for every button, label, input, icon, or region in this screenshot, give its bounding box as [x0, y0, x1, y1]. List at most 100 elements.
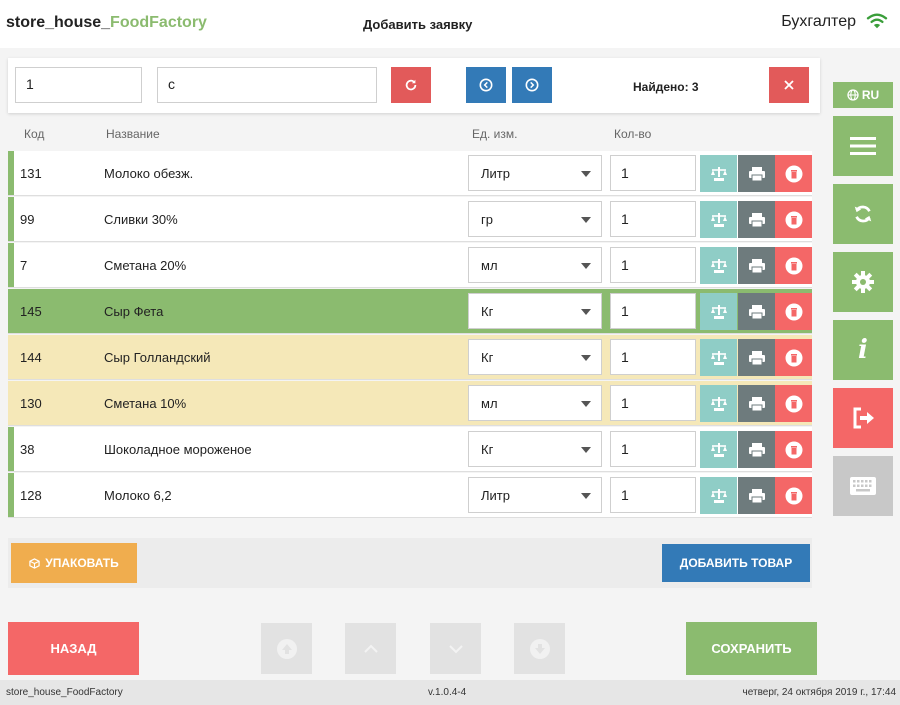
brand-part1: store_house_: [6, 14, 111, 31]
reset-search-button[interactable]: [391, 67, 431, 103]
printer-icon: [748, 396, 765, 411]
search-bar: 1 с Найдено: 3: [8, 58, 820, 113]
chevron-down-icon: [448, 644, 463, 653]
unit-value: Литр: [481, 488, 510, 503]
unit-select[interactable]: мл: [468, 247, 602, 283]
weigh-button[interactable]: [700, 293, 737, 330]
save-button[interactable]: СОХРАНИТЬ: [686, 622, 817, 675]
delete-button[interactable]: [775, 201, 812, 238]
status-datetime: четверг, 24 октября 2019 г., 17:44: [742, 687, 896, 698]
back-button[interactable]: НАЗАД: [8, 622, 139, 675]
unit-select[interactable]: Кг: [468, 293, 602, 329]
sync-button[interactable]: [833, 184, 893, 244]
unit-select[interactable]: гр: [468, 201, 602, 237]
weigh-button[interactable]: [700, 201, 737, 238]
row-code: 131: [20, 166, 42, 181]
pack-button[interactable]: УПАКОВАТЬ: [11, 543, 137, 583]
weigh-button[interactable]: [700, 247, 737, 284]
unit-value: мл: [481, 258, 498, 273]
quantity-input[interactable]: 1: [610, 477, 696, 513]
quantity-input[interactable]: 1: [610, 247, 696, 283]
quantity-input[interactable]: 1: [610, 385, 696, 421]
delete-button[interactable]: [775, 385, 812, 422]
quantity-input[interactable]: 1: [610, 431, 696, 467]
logout-button[interactable]: [833, 388, 893, 448]
print-button[interactable]: [738, 247, 775, 284]
language-button[interactable]: RU: [833, 82, 893, 108]
table-row[interactable]: 99 Сливки 30% гр 1: [8, 197, 812, 242]
row-name: Молоко обезж.: [104, 166, 194, 181]
delete-button[interactable]: [775, 477, 812, 514]
quantity-input[interactable]: 1: [610, 293, 696, 329]
scroll-down-button[interactable]: [430, 623, 481, 674]
menu-button[interactable]: [833, 116, 893, 176]
status-app-name: store_house_FoodFactory: [6, 687, 123, 698]
add-product-button[interactable]: ДОБАВИТЬ ТОВАР: [662, 544, 810, 582]
delete-button[interactable]: [775, 247, 812, 284]
unit-select[interactable]: Литр: [468, 155, 602, 191]
settings-button[interactable]: [833, 252, 893, 312]
keyboard-button[interactable]: [833, 456, 893, 516]
print-button[interactable]: [738, 431, 775, 468]
unit-select[interactable]: мл: [468, 385, 602, 421]
table-row[interactable]: 128 Молоко 6,2 Литр 1: [8, 473, 812, 518]
name-search-input[interactable]: с: [157, 67, 377, 103]
user-name[interactable]: Бухгалтер: [781, 13, 856, 30]
print-button[interactable]: [738, 155, 775, 192]
prev-result-button[interactable]: [466, 67, 506, 103]
table-row[interactable]: 130 Сметана 10% мл 1: [8, 381, 812, 426]
scroll-up-button[interactable]: [345, 623, 396, 674]
trash-icon: [785, 303, 802, 320]
row-marker: [8, 473, 14, 517]
circle-arrow-up-icon: [276, 638, 297, 659]
quantity-input[interactable]: 1: [610, 201, 696, 237]
print-button[interactable]: [738, 339, 775, 376]
weigh-button[interactable]: [700, 431, 737, 468]
row-marker: [8, 243, 14, 287]
print-button[interactable]: [738, 477, 775, 514]
caret-down-icon: [581, 447, 591, 453]
row-code: 145: [20, 304, 42, 319]
scale-icon: [710, 212, 727, 227]
next-result-button[interactable]: [512, 67, 552, 103]
gear-icon: [852, 271, 874, 293]
code-search-input[interactable]: 1: [15, 67, 142, 103]
weigh-button[interactable]: [700, 385, 737, 422]
scroll-last-button[interactable]: [514, 623, 565, 674]
table-row[interactable]: 144 Сыр Голландский Кг 1: [8, 335, 812, 380]
scale-icon: [710, 442, 727, 457]
weigh-button[interactable]: [700, 477, 737, 514]
unit-select[interactable]: Кг: [468, 431, 602, 467]
language-label: RU: [861, 88, 880, 102]
weigh-button[interactable]: [700, 155, 737, 192]
quantity-input[interactable]: 1: [610, 155, 696, 191]
clear-search-button[interactable]: [769, 67, 809, 103]
table-row[interactable]: 7 Сметана 20% мл 1: [8, 243, 812, 288]
caret-down-icon: [581, 401, 591, 407]
table-row[interactable]: 38 Шоколадное мороженое Кг 1: [8, 427, 812, 472]
unit-select[interactable]: Кг: [468, 339, 602, 375]
quantity-input[interactable]: 1: [610, 339, 696, 375]
table-row[interactable]: 145 Сыр Фета Кг 1: [8, 289, 812, 334]
print-button[interactable]: [738, 293, 775, 330]
scroll-first-button[interactable]: [261, 623, 312, 674]
info-button[interactable]: i: [833, 320, 893, 380]
trash-icon: [785, 487, 802, 504]
circle-arrow-right-icon: [525, 78, 539, 92]
print-button[interactable]: [738, 385, 775, 422]
printer-icon: [748, 212, 765, 227]
sync-icon: [854, 205, 872, 223]
delete-button[interactable]: [775, 339, 812, 376]
print-button[interactable]: [738, 201, 775, 238]
keyboard-icon: [850, 477, 876, 495]
row-name: Молоко 6,2: [104, 488, 172, 503]
row-marker: [8, 427, 14, 471]
table-row[interactable]: 131 Молоко обезж. Литр 1: [8, 151, 812, 196]
caret-down-icon: [581, 217, 591, 223]
weigh-button[interactable]: [700, 339, 737, 376]
box-icon: [29, 557, 40, 569]
delete-button[interactable]: [775, 293, 812, 330]
delete-button[interactable]: [775, 431, 812, 468]
unit-select[interactable]: Литр: [468, 477, 602, 513]
delete-button[interactable]: [775, 155, 812, 192]
